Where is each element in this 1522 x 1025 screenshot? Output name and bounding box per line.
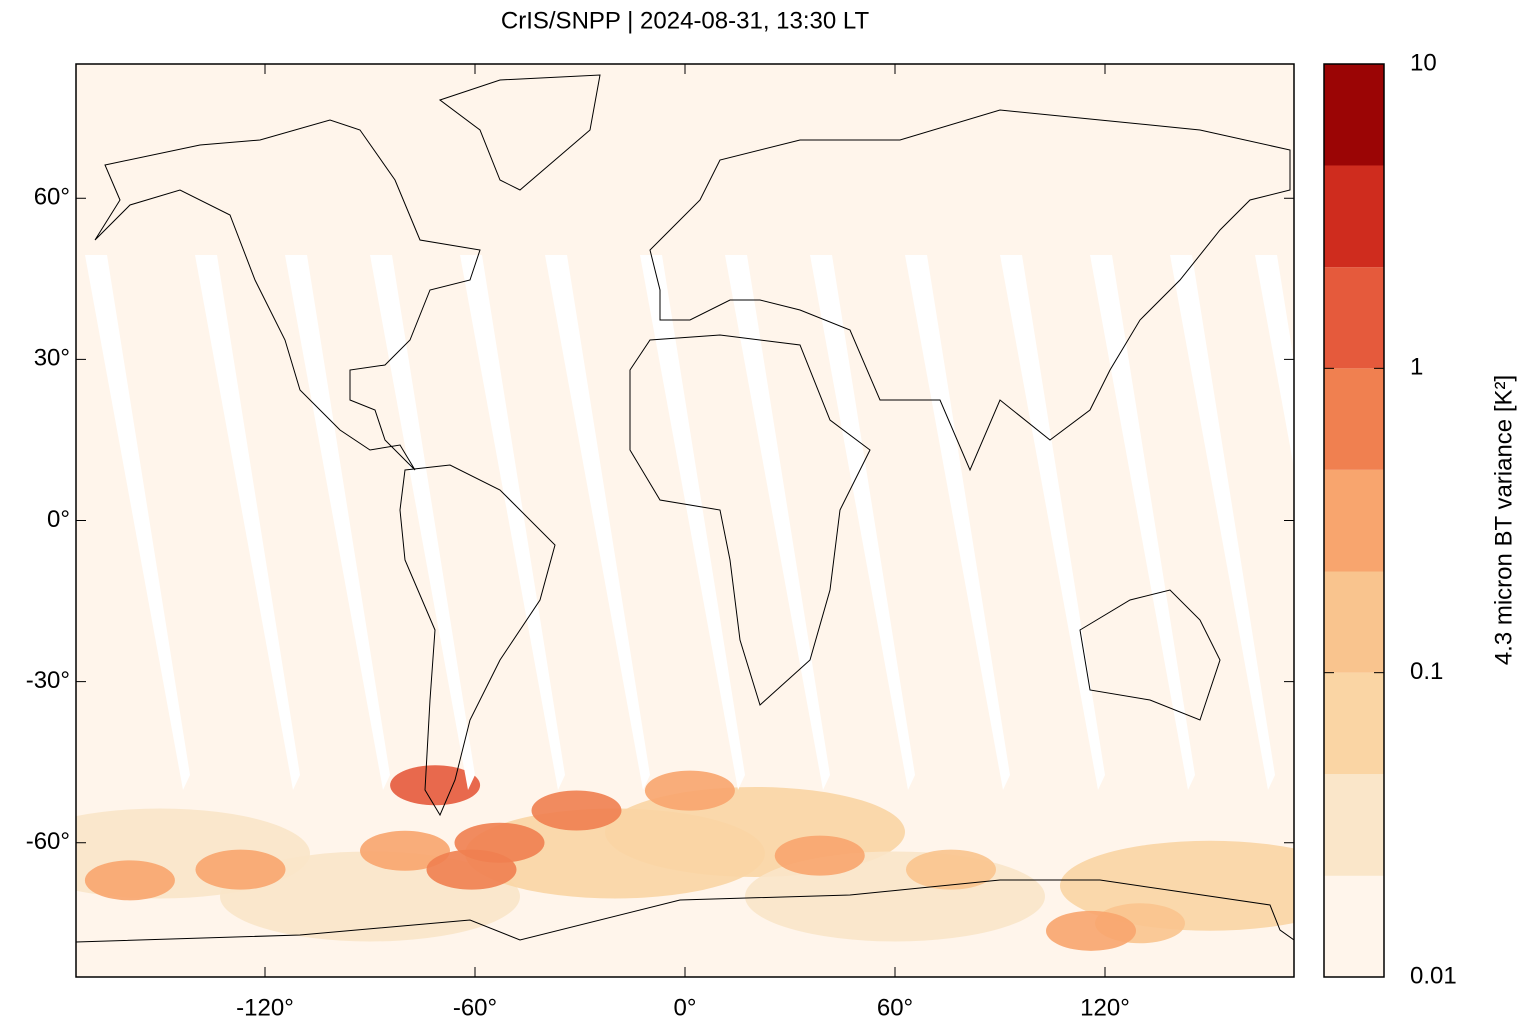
swath-gap — [1255, 255, 1294, 468]
colorbar-band — [1324, 64, 1384, 166]
swath-gap — [1000, 255, 1105, 790]
coastlines — [76, 74, 1294, 943]
variance-cell — [84, 860, 175, 901]
colorbar-band — [1324, 165, 1384, 268]
y-tick-label: 30° — [34, 345, 70, 372]
australia — [1079, 589, 1221, 721]
colorbar-band — [1324, 672, 1384, 775]
variance-cell — [360, 830, 450, 871]
x-tick-label: -60° — [453, 994, 497, 1020]
variance-cell — [774, 835, 865, 876]
africa — [629, 334, 871, 706]
colorbar-band — [1324, 571, 1384, 673]
variance-cell — [531, 790, 622, 831]
swath-gap — [1090, 255, 1195, 790]
swath-gap — [285, 255, 390, 790]
colorbar: 0.01 0.1 1 10 — [1323, 49, 1457, 989]
variance-cell — [195, 849, 286, 890]
colorbar-tick-label: 0.1 — [1410, 658, 1443, 685]
variance-field — [76, 765, 1294, 951]
variance-cell — [644, 770, 735, 811]
swath-gap — [640, 255, 745, 790]
north-america — [94, 119, 481, 471]
x-tick-label: -120° — [236, 994, 294, 1020]
x-tick-label: 120° — [1080, 994, 1130, 1020]
swath-gaps — [85, 255, 1294, 790]
colorbar-band — [1324, 469, 1384, 572]
swath-gap — [85, 255, 190, 790]
swath-gap — [905, 255, 1010, 790]
south-america — [399, 464, 556, 817]
colorbar-tick-label: 0.01 — [1410, 962, 1457, 989]
colorbar-band — [1324, 875, 1384, 977]
colorbar-band — [1324, 368, 1384, 470]
colorbar-band — [1324, 267, 1384, 369]
chart-title: CrIS/SNPP | 2024-08-31, 13:30 LT — [501, 7, 870, 34]
y-tick-label: -60° — [26, 828, 70, 855]
eurasia — [649, 109, 1291, 472]
swath-gap — [370, 255, 475, 790]
colorbar-frame — [1323, 63, 1385, 978]
colorbar-label: 4.3 micron BT variance [K²] — [1490, 375, 1517, 665]
y-tick-label: 0° — [47, 506, 70, 533]
x-tick-label: 0° — [674, 994, 697, 1020]
swath-gap — [545, 255, 650, 790]
antarctica — [76, 879, 1294, 943]
colorbar-tick-label: 1 — [1410, 354, 1423, 381]
swath-gap — [460, 255, 565, 790]
greenland — [438, 74, 601, 191]
variance-cell — [1046, 910, 1136, 951]
variance-cell — [426, 849, 517, 890]
variance-cell — [906, 849, 996, 890]
x-tick-label: 60° — [877, 994, 913, 1020]
swath-gap — [1170, 255, 1275, 790]
variance-cell — [390, 765, 481, 806]
y-tick-label: 60° — [34, 184, 70, 211]
swath-gap — [810, 255, 915, 790]
swath-gap — [725, 255, 830, 790]
y-tick-label: -30° — [26, 667, 70, 694]
swath-gap — [195, 255, 300, 790]
colorbar-band — [1324, 774, 1384, 876]
colorbar-tick-label: 10 — [1410, 49, 1437, 76]
